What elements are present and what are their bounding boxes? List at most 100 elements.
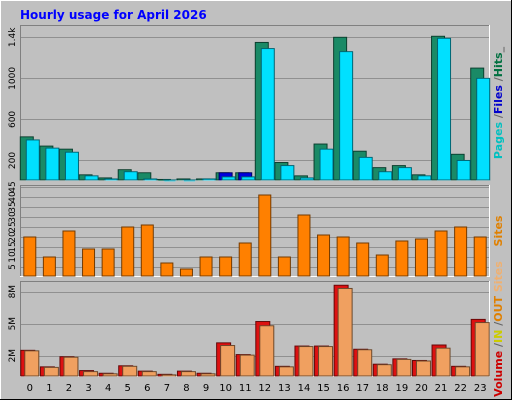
bar-sites-21 <box>434 230 448 277</box>
bar-out-3 <box>83 371 99 377</box>
bar-sites-8 <box>179 268 193 277</box>
legend-part: / <box>492 76 505 85</box>
series-pages <box>25 37 491 182</box>
x-tick-label-8: 8 <box>183 383 189 394</box>
legend-part: Hits <box>492 52 505 77</box>
x-tick-label-20: 20 <box>415 383 428 394</box>
x-tick-label-6: 6 <box>144 383 150 394</box>
legend-part: Files <box>492 85 505 115</box>
x-tick-label-4: 4 <box>105 383 111 394</box>
legend-part: OUT <box>492 295 505 321</box>
x-tick-label-11: 11 <box>239 383 252 394</box>
x-tick-label-23: 23 <box>474 383 487 394</box>
legend-part: Pages <box>492 122 505 160</box>
x-tick-label-1: 1 <box>46 383 52 394</box>
legend-part: _ <box>492 46 505 52</box>
bar-out-0 <box>24 350 40 377</box>
x-tick-label-12: 12 <box>258 383 271 394</box>
bar-out-18 <box>376 364 392 377</box>
bar-sites-17 <box>356 242 370 277</box>
bar-sites-19 <box>395 240 409 277</box>
x-tick-label-17: 17 <box>356 383 369 394</box>
bar-out-22 <box>455 366 471 377</box>
bar-pages-0 <box>25 139 40 181</box>
x-tick-label-19: 19 <box>396 383 409 394</box>
bar-pages-12 <box>260 48 275 181</box>
y-tick-label: 20 <box>8 231 18 243</box>
bar-sites-7 <box>160 262 174 277</box>
bar-sites-12 <box>258 194 272 277</box>
bar-pages-15 <box>319 148 334 181</box>
bar-out-1 <box>43 366 59 377</box>
bar-out-11 <box>239 354 255 377</box>
bar-sites-15 <box>317 234 331 277</box>
panel-usage-legend-label: Pages /Files /Hits_ <box>492 46 505 159</box>
x-tick-label-13: 13 <box>278 383 291 394</box>
bar-pages-10 <box>221 176 236 181</box>
bar-sites-6 <box>140 224 154 277</box>
bar-pages-5 <box>123 171 138 181</box>
x-tick-label-22: 22 <box>454 383 467 394</box>
y-tick-label: 45 <box>8 181 18 192</box>
x-tick-label-2: 2 <box>66 383 72 394</box>
panel-volume: 2M 5M 8M Volume /IN /OUT Sites <box>8 261 505 397</box>
y-tick-label: 35 <box>8 201 18 212</box>
bar-pages-2 <box>64 151 79 181</box>
bar-out-17 <box>357 349 373 377</box>
bar-sites-9 <box>199 256 213 277</box>
bar-sites-0 <box>23 236 37 277</box>
bar-out-8 <box>180 371 196 377</box>
bar-sites-11 <box>238 242 252 277</box>
x-tick-label-16: 16 <box>337 383 350 394</box>
series-sites <box>23 194 487 277</box>
y-tick-label: 10 <box>8 251 18 263</box>
y-tick-label: 5M <box>8 317 18 331</box>
bar-pages-19 <box>397 167 412 181</box>
bar-out-16 <box>337 287 353 377</box>
bar-out-6 <box>141 371 157 377</box>
bar-pages-22 <box>456 159 471 181</box>
panel-sites-plot-area <box>20 185 490 277</box>
panel-sites-legend-label: Sites <box>492 215 505 246</box>
y-tick-label: 15 <box>8 241 18 252</box>
bar-out-20 <box>415 360 431 377</box>
panel-volume-legend-label: Volume /IN /OUT Sites <box>492 261 505 397</box>
bar-pages-13 <box>280 165 295 181</box>
bar-out-13 <box>278 366 294 377</box>
x-tick-label-7: 7 <box>164 383 170 394</box>
bar-pages-20 <box>417 175 432 181</box>
bar-sites-5 <box>121 226 135 277</box>
y-tick-label: 8M <box>8 285 18 299</box>
bar-out-21 <box>435 347 451 377</box>
bar-sites-23 <box>473 236 487 277</box>
x-tick-label-15: 15 <box>317 383 330 394</box>
x-tick-label-14: 14 <box>298 383 311 394</box>
bar-sites-13 <box>277 256 291 277</box>
bar-out-14 <box>298 346 314 377</box>
legend-part: Sites <box>492 215 505 246</box>
y-tick-label: 25 <box>8 221 18 232</box>
panel-volume-plot-area <box>20 281 490 377</box>
bar-pages-21 <box>437 37 452 181</box>
bar-sites-18 <box>375 254 389 277</box>
bar-out-19 <box>396 358 412 377</box>
bar-pages-17 <box>358 156 373 181</box>
x-tick-label-9: 9 <box>203 383 209 394</box>
legend-part: Sites <box>492 261 505 296</box>
y-tick-label: 40 <box>8 191 18 203</box>
x-axis-tick-labels: 0 1 2 3 4 5 6 7 8 9 10 11 12 13 14 15 16 17 18 19 20 21 22 23 <box>27 383 487 394</box>
y-tick-label: 2M <box>8 349 18 363</box>
y-tick-label: 600 <box>8 111 18 128</box>
x-tick-label-0: 0 <box>27 383 33 394</box>
bar-sites-1 <box>42 256 56 277</box>
bar-sites-20 <box>414 238 428 277</box>
bar-sites-3 <box>82 248 96 277</box>
series-out <box>24 287 490 377</box>
bar-out-5 <box>122 365 138 377</box>
x-tick-label-10: 10 <box>219 383 232 394</box>
bar-sites-16 <box>336 236 350 277</box>
legend-part: Volume <box>492 351 505 397</box>
bar-sites-10 <box>219 256 233 277</box>
